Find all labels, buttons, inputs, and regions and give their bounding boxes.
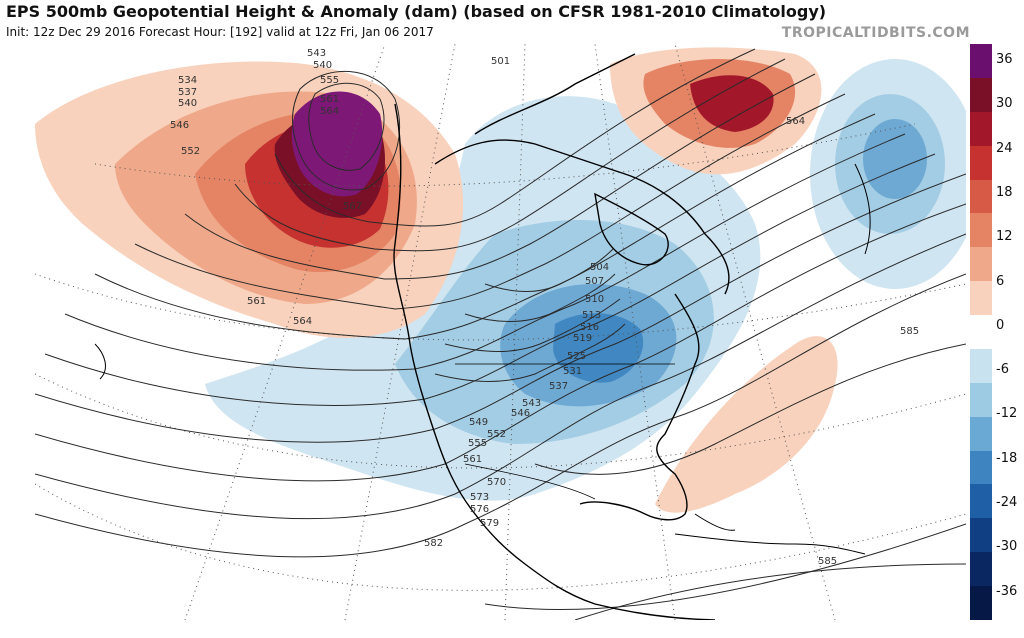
contour-label: 543	[522, 398, 541, 409]
coastlines	[94, 53, 871, 620]
cuba	[694, 513, 736, 531]
colorbar-tick-label: -24	[996, 495, 1018, 511]
colorbar-segment	[970, 179, 992, 214]
weather-map: 543 540 534 537 540 546 552 561 564 567 …	[35, 44, 966, 620]
contour-label: 516	[580, 322, 599, 333]
colorbar-tick-label: 36	[996, 52, 1013, 67]
anomaly-colorbar	[970, 44, 992, 621]
colorbar-tick-label: 24	[996, 140, 1013, 156]
contour-label: 513	[582, 310, 601, 321]
colorbar-tick-label: -12	[996, 406, 1018, 422]
colorbar-segment	[970, 315, 992, 350]
contour-label: 561	[320, 94, 339, 105]
contour-label-layer: 543 540 534 537 540 546 552 561 564 567 …	[170, 48, 919, 567]
contour-label: 579	[480, 518, 499, 529]
anomaly-shading	[35, 47, 966, 513]
colorbar-tick-label: -36	[996, 583, 1018, 599]
contour-label: 525	[567, 351, 586, 362]
contour-label: 549	[469, 417, 488, 428]
contour-label: 531	[563, 366, 582, 377]
contour-label: 564	[320, 106, 339, 117]
height-contours	[35, 48, 966, 620]
contour-label: 537	[178, 87, 197, 98]
contour-label: 501	[491, 56, 510, 67]
colorbar-segment	[970, 484, 992, 519]
colorbar-segment	[970, 552, 992, 587]
atlantic-negative-core	[863, 119, 927, 199]
contour-label: 567	[343, 201, 362, 212]
colorbar-segment	[970, 111, 992, 147]
contour-label: 540	[178, 98, 197, 109]
map-title: EPS 500mb Geopotential Height & Anomaly …	[6, 2, 827, 21]
colorbar-tick-label: 30	[996, 96, 1013, 112]
contour-label: 570	[487, 477, 506, 488]
colorbar-tick-label: 0	[996, 317, 1005, 333]
colorbar-segment	[970, 382, 992, 418]
hudson-bay	[594, 192, 669, 266]
colorbar-segment	[970, 518, 992, 553]
contour-label: 534	[178, 75, 197, 86]
colorbar-segment	[970, 450, 992, 485]
colorbar-tick-label: -6	[996, 362, 1009, 378]
contour-label: 537	[549, 381, 568, 392]
contour-label: 546	[170, 120, 189, 131]
hudson-coast	[434, 139, 730, 295]
contour-label: 546	[511, 408, 530, 419]
colorbar-segment	[970, 77, 992, 113]
hawaii-islands	[94, 343, 106, 380]
us-mexico-border	[464, 463, 596, 500]
colorbar-segment	[970, 145, 992, 181]
contour-label: 510	[585, 294, 604, 305]
pacific-coastline	[393, 103, 716, 620]
atlantic-positive-anomaly	[655, 336, 838, 513]
colorbar-segment	[970, 213, 992, 248]
contour-label: 519	[573, 333, 592, 344]
arctic-islands	[474, 53, 636, 135]
contour-label: 585	[900, 326, 919, 337]
positive-anomaly-peak	[291, 91, 383, 197]
colorbar-segment	[970, 416, 992, 452]
contour-label: 504	[590, 262, 609, 273]
iceland-area	[854, 163, 871, 255]
contour-label: 573	[470, 492, 489, 503]
atlantic-coastline	[579, 293, 700, 521]
contour-label: 555	[320, 75, 339, 86]
contour-label: 564	[786, 116, 805, 127]
contour-label: 576	[470, 504, 489, 515]
brand-watermark[interactable]: TROPICALTIDBITS.COM	[781, 25, 970, 41]
contour-label: 555	[468, 438, 487, 449]
contour-label: 540	[313, 60, 332, 71]
colorbar-segment	[970, 247, 992, 282]
caribbean-islands	[674, 533, 866, 555]
contour-label: 543	[307, 48, 326, 59]
negative-anomaly-peak	[553, 313, 644, 383]
contour-label: 561	[247, 296, 266, 307]
colorbar-tick-label: 18	[996, 184, 1013, 200]
map-canvas: 543 540 534 537 540 546 552 561 564 567 …	[35, 44, 966, 620]
colorbar-tick-label: 6	[996, 273, 1005, 289]
contour-label: 564	[293, 316, 312, 327]
colorbar-segment	[970, 44, 992, 79]
colorbar-segment	[970, 281, 992, 316]
lat-lon-grid	[35, 44, 966, 620]
colorbar-segment	[970, 586, 992, 621]
contour-label: 552	[487, 429, 506, 440]
contour-label: 585	[818, 556, 837, 567]
colorbar-segment	[970, 348, 992, 384]
contour-label: 561	[463, 454, 482, 465]
greenland-positive-core	[690, 75, 774, 132]
contour-label: 582	[424, 538, 443, 549]
colorbar-tick-label: 12	[996, 229, 1013, 245]
map-subtitle: Init: 12z Dec 29 2016 Forecast Hour: [19…	[6, 25, 434, 39]
contour-label: 507	[585, 276, 604, 287]
colorbar-tick-label: -18	[996, 450, 1018, 466]
colorbar-tick-label: -30	[996, 539, 1018, 555]
contour-label: 552	[181, 146, 200, 157]
